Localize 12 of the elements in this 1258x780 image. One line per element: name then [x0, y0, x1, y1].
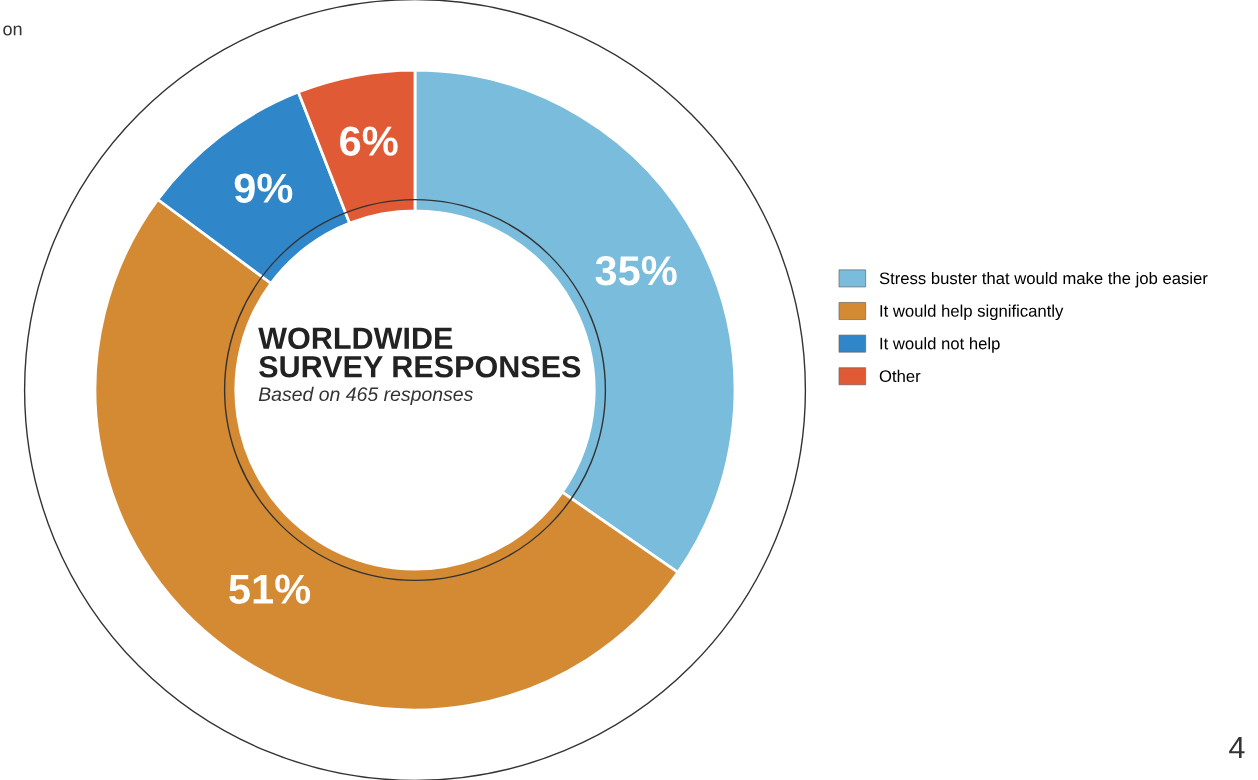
data-label: 6%	[340, 126, 398, 156]
text: on	[3, 25, 22, 36]
legend-label: It would not help	[880, 337, 1000, 353]
text: Based on 465 responses	[258, 386, 473, 405]
data-label: 35%	[595, 255, 677, 286]
data-label: 9%	[234, 173, 293, 203]
text: WORLDWIDE SURVEY RESPONSES	[258, 327, 581, 378]
legend-label: Stress buster that would make the job easier	[879, 271, 1208, 288]
legend-label: Other	[879, 369, 921, 383]
legend-label: It would help significantly	[880, 304, 1064, 321]
text: 4	[1229, 737, 1245, 759]
data-label: 51%	[229, 574, 311, 605]
